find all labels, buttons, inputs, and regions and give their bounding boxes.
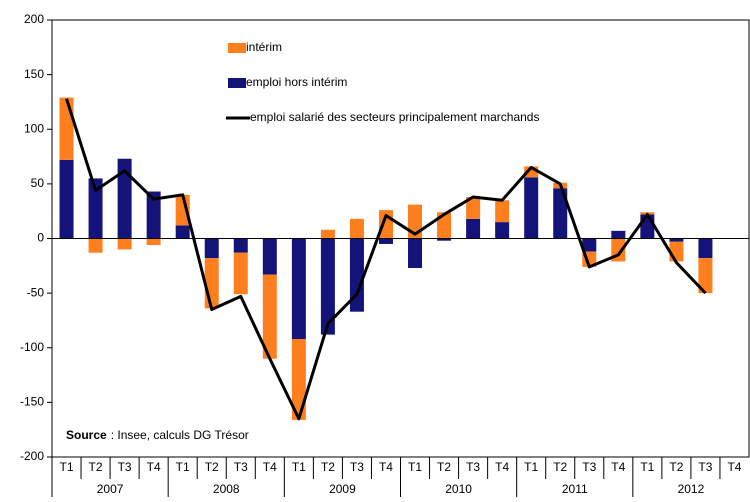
bar bbox=[88, 238, 103, 253]
x-tick-label: T1 bbox=[408, 460, 422, 474]
x-tick-label: T2 bbox=[321, 460, 335, 474]
bar bbox=[291, 339, 306, 420]
x-tick-label: T2 bbox=[669, 460, 683, 474]
x-tick-label: T1 bbox=[524, 460, 538, 474]
bar bbox=[59, 159, 74, 239]
bar bbox=[553, 188, 568, 239]
bar bbox=[408, 238, 423, 268]
year-label: 2011 bbox=[562, 482, 588, 496]
bar bbox=[204, 238, 219, 259]
bar bbox=[640, 214, 655, 239]
bar bbox=[611, 230, 626, 239]
bar bbox=[698, 258, 713, 294]
bar bbox=[59, 97, 74, 160]
bar bbox=[262, 274, 277, 359]
year-label: 2008 bbox=[213, 482, 240, 496]
legend-label: emploi salarié des secteurs principaleme… bbox=[250, 110, 539, 124]
y-tick-label: 50 bbox=[31, 176, 45, 190]
x-tick-label: T2 bbox=[205, 460, 219, 474]
x-tick-label: T3 bbox=[582, 460, 596, 474]
legend-label: emploi hors intérim bbox=[246, 75, 347, 89]
x-tick-label: T1 bbox=[640, 460, 654, 474]
source-label: Source bbox=[66, 428, 107, 442]
bar bbox=[349, 218, 364, 239]
bar bbox=[437, 238, 452, 241]
bar bbox=[88, 178, 103, 239]
bar bbox=[669, 238, 684, 242]
bar bbox=[320, 229, 335, 239]
bar bbox=[262, 238, 277, 275]
legend-swatch bbox=[228, 78, 246, 88]
bar bbox=[146, 191, 161, 239]
x-tick-label: T4 bbox=[727, 460, 741, 474]
y-tick-label: 0 bbox=[37, 231, 44, 245]
y-tick-label: -50 bbox=[27, 285, 45, 299]
y-tick-label: -150 bbox=[20, 395, 44, 409]
bar bbox=[495, 200, 510, 223]
x-tick-label: T4 bbox=[495, 460, 509, 474]
y-tick-label: -100 bbox=[20, 340, 44, 354]
legend-swatch bbox=[228, 43, 246, 53]
bar bbox=[349, 238, 364, 312]
bar bbox=[698, 238, 713, 259]
x-tick-label: T1 bbox=[292, 460, 306, 474]
bar bbox=[495, 222, 510, 239]
x-tick-label: T1 bbox=[60, 460, 74, 474]
x-tick-label: T3 bbox=[350, 460, 364, 474]
y-tick-label: 100 bbox=[24, 121, 44, 135]
year-label: 2007 bbox=[97, 482, 124, 496]
bar bbox=[175, 194, 190, 226]
x-tick-label: T1 bbox=[176, 460, 190, 474]
bar bbox=[378, 238, 393, 244]
bar bbox=[320, 238, 335, 335]
bar bbox=[175, 225, 190, 239]
source-note: Source : Insee, calculs DG Trésor bbox=[66, 428, 249, 442]
bar bbox=[291, 238, 306, 340]
bar bbox=[582, 238, 597, 252]
source-text: : Insee, calculs DG Trésor bbox=[111, 428, 249, 442]
bar bbox=[204, 258, 219, 309]
bar bbox=[117, 238, 132, 250]
bar bbox=[437, 212, 452, 239]
bar bbox=[466, 196, 481, 219]
bar bbox=[524, 166, 539, 178]
y-tick-label: -200 bbox=[20, 449, 44, 463]
bar bbox=[524, 177, 539, 239]
y-tick-label: 200 bbox=[24, 12, 44, 26]
year-label: 2010 bbox=[445, 482, 472, 496]
legend-label: intérim bbox=[246, 40, 282, 54]
bar bbox=[233, 252, 248, 295]
x-tick-label: T3 bbox=[118, 460, 132, 474]
x-tick-label: T2 bbox=[89, 460, 103, 474]
bar bbox=[117, 158, 132, 239]
x-tick-label: T4 bbox=[611, 460, 625, 474]
year-label: 2009 bbox=[329, 482, 356, 496]
x-tick-label: T3 bbox=[466, 460, 480, 474]
bar bbox=[466, 218, 481, 239]
y-tick-label: 150 bbox=[24, 67, 44, 81]
line bbox=[65, 98, 707, 421]
x-tick-label: T2 bbox=[553, 460, 567, 474]
bar bbox=[233, 238, 248, 253]
x-tick-label: T4 bbox=[263, 460, 277, 474]
bar bbox=[146, 238, 161, 246]
x-tick-label: T3 bbox=[234, 460, 248, 474]
x-tick-label: T4 bbox=[147, 460, 161, 474]
year-label: 2012 bbox=[678, 482, 705, 496]
x-tick-label: T3 bbox=[698, 460, 712, 474]
x-tick-label: T2 bbox=[437, 460, 451, 474]
x-tick-label: T4 bbox=[379, 460, 393, 474]
